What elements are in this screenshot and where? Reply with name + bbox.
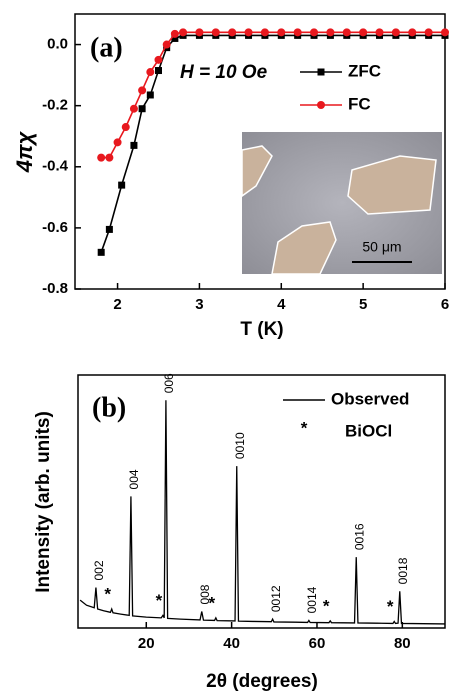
marker bbox=[163, 41, 171, 49]
legend-label: Observed bbox=[331, 389, 409, 408]
peak-label: 004 bbox=[127, 469, 141, 489]
peak-label: 0018 bbox=[396, 557, 410, 584]
marker bbox=[343, 28, 351, 36]
impurity-marker: * bbox=[387, 597, 394, 616]
x-tick-label: 3 bbox=[195, 296, 203, 313]
x-axis-title: 2θ (degrees) bbox=[206, 671, 318, 692]
marker bbox=[130, 105, 138, 113]
marker bbox=[106, 226, 113, 233]
y-tick-label: -0.8 bbox=[42, 280, 68, 297]
marker bbox=[138, 86, 146, 94]
marker bbox=[392, 28, 400, 36]
scale-label: 50 μm bbox=[362, 239, 401, 255]
marker bbox=[139, 105, 146, 112]
legend-marker bbox=[317, 101, 325, 109]
y-tick-label: -0.2 bbox=[42, 97, 68, 114]
x-tick-label: 60 bbox=[309, 635, 326, 652]
marker bbox=[179, 28, 187, 36]
impurity-marker: * bbox=[104, 585, 111, 604]
marker bbox=[425, 28, 433, 36]
x-axis-title: T (K) bbox=[240, 319, 283, 340]
annotation: H = 10 Oe bbox=[180, 62, 268, 83]
marker bbox=[228, 28, 236, 36]
x-tick-label: 2 bbox=[113, 296, 121, 313]
peak-label: 0016 bbox=[352, 523, 366, 550]
peak-label: 0012 bbox=[269, 585, 283, 612]
peak-label: 002 bbox=[92, 560, 106, 580]
marker bbox=[277, 28, 285, 36]
marker bbox=[294, 28, 302, 36]
marker bbox=[261, 28, 269, 36]
panel-label: (b) bbox=[92, 392, 126, 423]
y-axis-title: Intensity (arb. units) bbox=[33, 411, 54, 593]
marker bbox=[359, 28, 367, 36]
x-tick-label: 20 bbox=[138, 635, 155, 652]
legend-label: FC bbox=[348, 94, 371, 113]
x-tick-label: 5 bbox=[359, 296, 367, 313]
impurity-marker: * bbox=[156, 591, 163, 610]
legend-marker bbox=[318, 69, 325, 76]
marker bbox=[98, 249, 105, 256]
inset-photo: 50 μm bbox=[242, 132, 442, 274]
marker bbox=[118, 182, 125, 189]
y-tick-label: 0.0 bbox=[47, 36, 68, 53]
marker bbox=[171, 30, 179, 38]
x-tick-label: 6 bbox=[441, 296, 449, 313]
plot-frame bbox=[78, 375, 445, 628]
figure: 50 μm (a) H = 10 Oe T (K) 4πχ (b) 2θ (de… bbox=[0, 0, 451, 698]
peak-label: 0010 bbox=[233, 432, 247, 459]
marker bbox=[310, 28, 318, 36]
y-tick-label: -0.4 bbox=[42, 158, 69, 175]
panel-label: (a) bbox=[90, 32, 123, 63]
peak-label: 008 bbox=[198, 584, 212, 604]
marker bbox=[245, 28, 253, 36]
peak-label: 0014 bbox=[305, 586, 319, 613]
marker bbox=[195, 28, 203, 36]
x-tick-label: 40 bbox=[223, 635, 240, 652]
marker bbox=[212, 28, 220, 36]
marker bbox=[97, 154, 105, 162]
marker bbox=[376, 28, 384, 36]
marker bbox=[408, 28, 416, 36]
marker bbox=[146, 68, 154, 76]
x-tick-label: 4 bbox=[277, 296, 286, 313]
peak-label: 006 bbox=[162, 373, 176, 393]
marker bbox=[441, 28, 449, 36]
marker bbox=[114, 138, 122, 146]
marker bbox=[105, 154, 113, 162]
y-axis-title: 4πχ bbox=[12, 130, 37, 173]
marker bbox=[122, 123, 130, 131]
y-tick-label: -0.6 bbox=[42, 219, 68, 236]
x-tick-label: 80 bbox=[394, 635, 411, 652]
marker bbox=[147, 91, 154, 98]
marker bbox=[154, 56, 162, 64]
marker bbox=[155, 67, 162, 74]
marker bbox=[326, 28, 334, 36]
impurity-marker: * bbox=[323, 596, 330, 615]
legend-symbol: * bbox=[301, 418, 308, 437]
marker bbox=[130, 142, 137, 149]
legend-label: ZFC bbox=[348, 61, 381, 80]
legend-label: BiOCl bbox=[345, 421, 392, 440]
